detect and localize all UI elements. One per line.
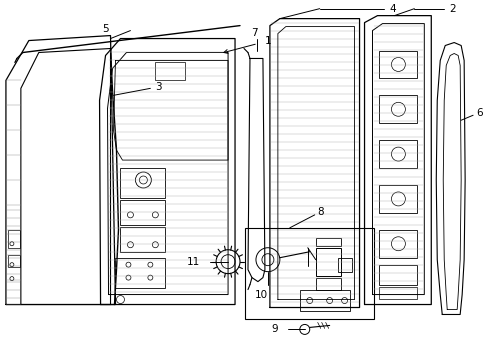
Text: 1: 1	[264, 36, 271, 46]
Bar	[120, 200, 165, 225]
Bar	[315, 278, 340, 289]
Text: 7: 7	[250, 28, 257, 37]
Bar	[120, 227, 165, 252]
Bar	[337, 258, 351, 272]
Bar	[115, 258, 165, 288]
Bar	[379, 50, 416, 78]
Text: 10: 10	[254, 289, 267, 300]
Text: 2: 2	[448, 4, 455, 14]
Text: 4: 4	[388, 4, 395, 14]
Bar	[8, 255, 20, 267]
Bar	[379, 230, 416, 258]
Text: 5: 5	[102, 24, 109, 33]
Bar	[315, 248, 340, 276]
Bar	[244, 228, 374, 319]
Text: 6: 6	[475, 108, 482, 118]
Text: 11: 11	[186, 257, 200, 267]
Bar	[315, 238, 340, 246]
Text: 9: 9	[271, 324, 277, 334]
Text: 8: 8	[317, 207, 324, 217]
Bar	[155, 62, 185, 80]
Bar	[379, 265, 416, 285]
Bar	[379, 185, 416, 213]
Bar	[379, 95, 416, 123]
Bar	[379, 140, 416, 168]
Bar	[299, 289, 349, 311]
Bar	[379, 287, 416, 298]
Bar	[8, 230, 20, 248]
Bar	[120, 168, 165, 198]
Text: 3: 3	[155, 82, 162, 93]
